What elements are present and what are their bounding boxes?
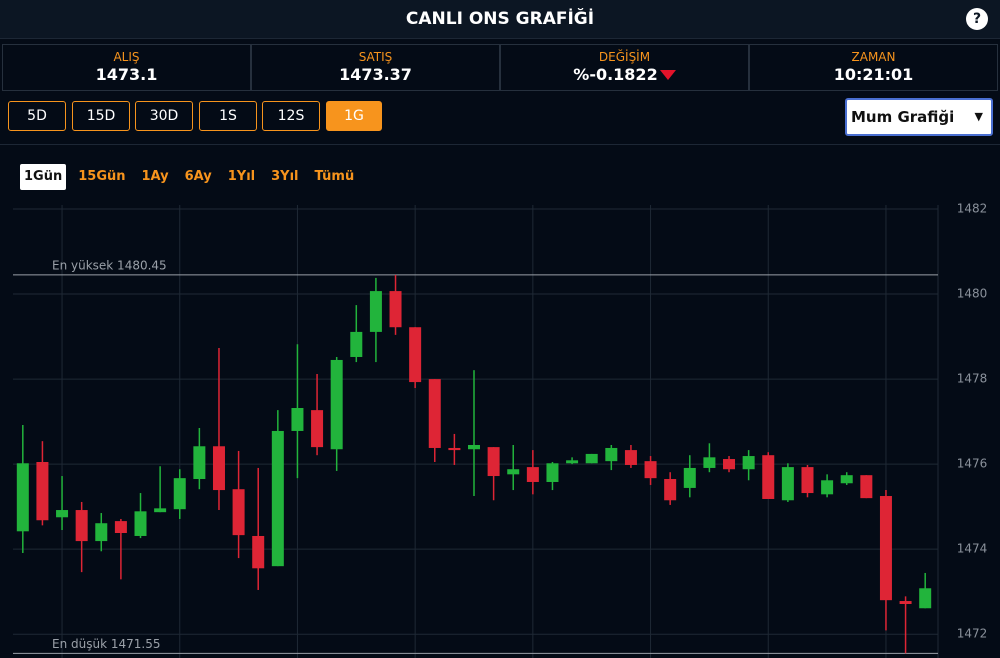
- stat-value-text: 10:21:01: [833, 65, 914, 84]
- annotation-label: En yüksek 1480.45: [52, 258, 167, 272]
- candle-body: [428, 379, 441, 448]
- y-tick-label: 1480: [957, 287, 988, 301]
- candle-body: [468, 444, 480, 450]
- down-arrow: [659, 70, 676, 80]
- candle-body: [134, 511, 147, 536]
- period-button[interactable]: 12S: [262, 101, 320, 131]
- y-tick-label: 1474: [957, 542, 988, 556]
- candle-body: [154, 508, 167, 513]
- candle-body: [664, 479, 677, 501]
- candle-body: [703, 457, 716, 468]
- candle-body: [36, 462, 49, 521]
- candle-body: [409, 327, 422, 383]
- select-arrow: ▼: [974, 110, 983, 123]
- candle-body: [546, 463, 559, 482]
- candle-body: [114, 521, 127, 534]
- candle-body: [487, 447, 500, 477]
- stat-value-text: 1473.1: [95, 65, 158, 84]
- candle-body: [350, 331, 363, 357]
- y-tick-label: 1476: [957, 457, 988, 471]
- stat-box: ALIŞ 1473.1: [2, 44, 251, 91]
- candle-body: [860, 475, 873, 499]
- range-tab[interactable]: 15Gün: [78, 169, 126, 184]
- stat-value-text: 1473.37: [339, 65, 412, 84]
- candle-body: [683, 467, 696, 488]
- range-tab[interactable]: 6Ay: [184, 169, 212, 184]
- candle-body: [95, 523, 108, 542]
- period-button[interactable]: 15D: [72, 101, 130, 131]
- candle-body: [840, 475, 853, 484]
- annotation-label: En düşük 1471.55: [52, 637, 160, 651]
- candle-body: [507, 469, 520, 475]
- candle-body: [605, 447, 618, 462]
- period-button[interactable]: 1S: [199, 101, 257, 131]
- candle-body: [369, 291, 382, 332]
- stat-value: 1473.37: [252, 65, 499, 84]
- stat-label: ZAMAN: [851, 50, 896, 64]
- stat-label: DEĞİŞİM: [598, 50, 651, 64]
- candle-body: [644, 461, 657, 479]
- candle-body: [75, 510, 88, 542]
- range-tab[interactable]: Tümü: [314, 169, 355, 184]
- stat-label: ALIŞ: [113, 50, 140, 64]
- range-tab[interactable]: 3Yıl: [271, 169, 299, 184]
- stat-box: DEĞİŞİM %-0.1822: [500, 44, 749, 91]
- candle-body: [781, 467, 794, 501]
- select-value: Mum Grafiği: [851, 108, 955, 126]
- stat-value-text: %-0.1822: [573, 65, 658, 84]
- stat-value: 1473.1: [3, 65, 250, 84]
- candle-body: [742, 456, 755, 470]
- page-title: CANLI ONS GRAFİĞİ: [405, 9, 595, 29]
- candle-body: [566, 460, 579, 464]
- candle-body: [311, 410, 324, 448]
- candle-body: [330, 359, 343, 450]
- period-button[interactable]: 30D: [135, 101, 193, 131]
- period-button[interactable]: 5D: [8, 101, 66, 131]
- help-button[interactable]: ?: [966, 8, 988, 30]
- candle-body: [291, 408, 304, 431]
- candle-body: [585, 453, 598, 464]
- range-tab[interactable]: 1Ay: [141, 169, 169, 184]
- y-tick-label: 1472: [957, 627, 988, 641]
- y-tick-label: 1478: [957, 372, 988, 386]
- candle-body: [526, 467, 539, 482]
- header: CANLI ONS GRAFİĞİ?: [0, 0, 1000, 39]
- stat-value: %-0.1822: [501, 65, 748, 84]
- candle-body: [624, 450, 637, 465]
- candle-body: [389, 291, 402, 328]
- candle-body: [271, 430, 284, 567]
- period-button[interactable]: 1G: [326, 101, 382, 131]
- candle-body: [232, 489, 245, 536]
- candle-body: [193, 446, 206, 480]
- stat-box: ZAMAN 10:21:01: [749, 44, 998, 91]
- range-tab[interactable]: 1Gün: [20, 164, 67, 190]
- candle-body: [821, 480, 834, 495]
- candle-body: [723, 459, 736, 470]
- candle-body: [173, 478, 186, 510]
- candle-body: [212, 446, 225, 491]
- y-tick-label: 1482: [957, 202, 988, 216]
- candle-body: [16, 463, 29, 532]
- stat-label: SATIŞ: [358, 50, 393, 64]
- candle-body: [879, 496, 892, 601]
- candle-body: [252, 535, 265, 569]
- stat-box: SATIŞ 1473.37: [251, 44, 500, 91]
- period-bar: Mum Grafiği ▼ 5D 15D 30D 1S 12S 1G: [0, 93, 1000, 145]
- range-tabs: 1Gün 15Gün 1Ay 6Ay 1Yıl 3Yıl Tümü: [20, 164, 366, 190]
- candle-body: [801, 467, 814, 494]
- chart-type-select[interactable]: Mum Grafiği ▼: [845, 98, 993, 136]
- range-tab[interactable]: 1Yıl: [227, 169, 256, 184]
- candle-body: [762, 455, 775, 499]
- stat-value: 10:21:01: [750, 65, 997, 84]
- candle-body: [899, 601, 912, 605]
- candle-body: [919, 588, 932, 609]
- candle-body: [448, 447, 461, 451]
- stats-row: ALIŞ 1473.1 SATIŞ 1473.37 DEĞİŞİM %-0.1822 ZAM…: [2, 44, 998, 91]
- candle-body: [56, 510, 69, 518]
